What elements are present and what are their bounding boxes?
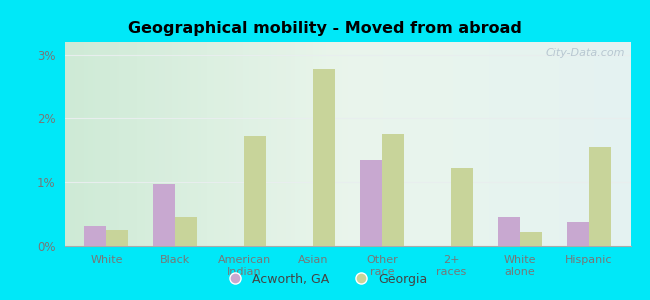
Bar (520, 232, 542, 246)
Bar (84, 226, 107, 246)
Bar (153, 184, 176, 246)
Bar (244, 136, 266, 246)
Text: City-Data.com: City-Data.com (545, 48, 625, 58)
Bar (382, 134, 404, 246)
Legend: Acworth, GA, Georgia: Acworth, GA, Georgia (217, 268, 433, 291)
Bar (589, 147, 611, 246)
Bar (176, 217, 198, 246)
Bar (360, 160, 382, 246)
Text: Geographical mobility - Moved from abroad: Geographical mobility - Moved from abroa… (128, 21, 522, 36)
Bar (107, 230, 129, 246)
Bar (313, 69, 335, 246)
Bar (567, 222, 589, 246)
Bar (498, 217, 520, 246)
Bar (451, 168, 473, 246)
